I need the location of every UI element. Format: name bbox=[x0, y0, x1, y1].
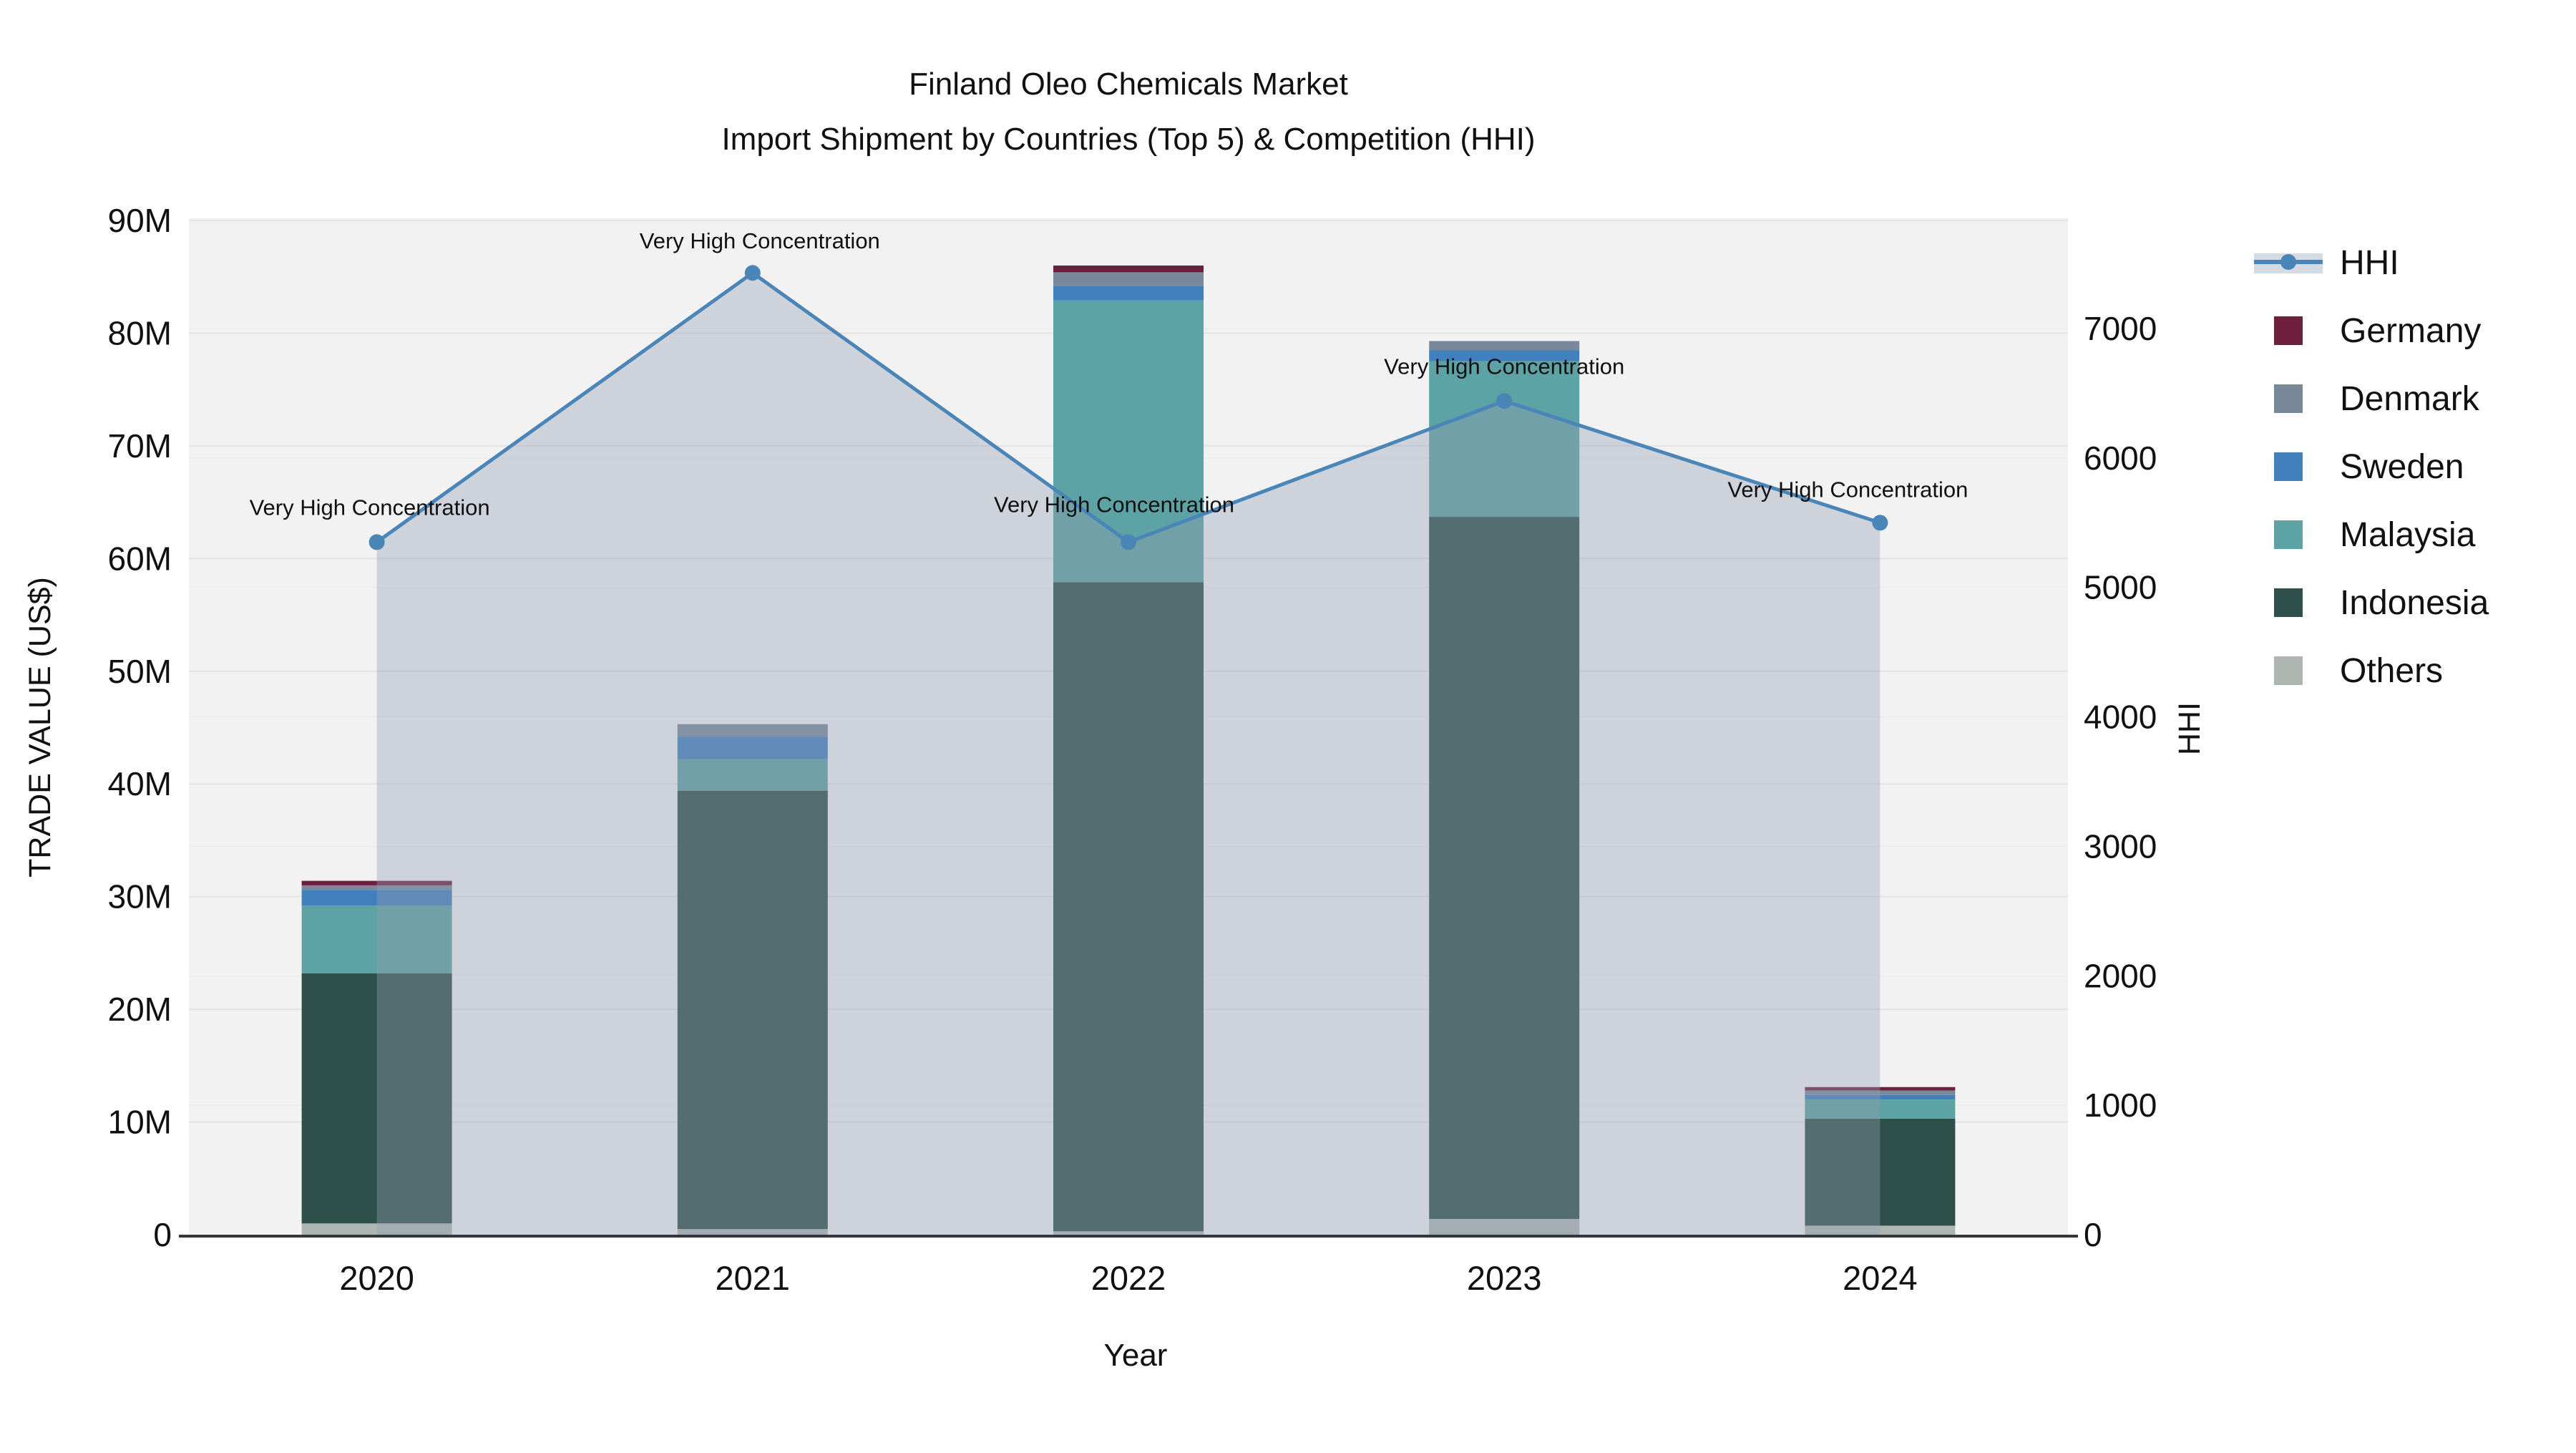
legend-item-malaysia[interactable]: Malaysia bbox=[2274, 516, 2476, 554]
legend-label-others: Others bbox=[2340, 652, 2443, 690]
legend-label-denmark: Denmark bbox=[2340, 380, 2480, 418]
y-tick-right: 6000 bbox=[2084, 439, 2157, 477]
y-tick-left: 80M bbox=[108, 314, 172, 351]
bar-segment-sweden-2021[interactable] bbox=[677, 737, 828, 759]
annotation-2024: Very High Concentration bbox=[1727, 477, 1968, 502]
bar-segment-others-2022[interactable] bbox=[1053, 1231, 1204, 1235]
bar-segment-denmark-2023[interactable] bbox=[1429, 341, 1580, 351]
bar-segment-germany-2020[interactable] bbox=[301, 880, 452, 885]
bar-segment-others-2023[interactable] bbox=[1429, 1218, 1580, 1235]
legend-swatch-others bbox=[2274, 656, 2303, 685]
annotation-2022: Very High Concentration bbox=[994, 492, 1234, 517]
y-tick-right: 0 bbox=[2084, 1216, 2102, 1253]
y-tick-right: 7000 bbox=[2084, 310, 2157, 347]
bar-segment-malaysia-2021[interactable] bbox=[677, 759, 828, 791]
hhi-marker-2020[interactable] bbox=[369, 534, 385, 550]
hhi-marker-2022[interactable] bbox=[1121, 534, 1136, 550]
bar-segment-sweden-2020[interactable] bbox=[301, 890, 452, 906]
legend-item-sweden[interactable]: Sweden bbox=[2274, 448, 2464, 486]
legend-label-sweden: Sweden bbox=[2340, 448, 2464, 486]
legend-swatch-malaysia bbox=[2274, 520, 2303, 549]
legend-label-malaysia: Malaysia bbox=[2340, 516, 2476, 554]
legend-swatch-germany bbox=[2274, 316, 2303, 345]
legend-item-denmark[interactable]: Denmark bbox=[2274, 380, 2480, 418]
legend-label-germany: Germany bbox=[2340, 312, 2481, 350]
annotation-2023: Very High Concentration bbox=[1384, 354, 1624, 379]
x-tick-2021: 2021 bbox=[716, 1259, 791, 1297]
bar-segment-indonesia-2022[interactable] bbox=[1053, 582, 1204, 1232]
bar-segment-indonesia-2020[interactable] bbox=[301, 973, 452, 1224]
y-tick-left: 50M bbox=[108, 653, 172, 690]
legend-swatch-sweden bbox=[2274, 452, 2303, 481]
bar-segment-others-2020[interactable] bbox=[301, 1223, 452, 1235]
annotation-2020: Very High Concentration bbox=[250, 495, 490, 520]
x-tick-2023: 2023 bbox=[1467, 1259, 1542, 1297]
bar-segment-germany-2024[interactable] bbox=[1805, 1087, 1956, 1091]
y-tick-left: 60M bbox=[108, 540, 172, 577]
legend-label-indonesia: Indonesia bbox=[2340, 584, 2489, 622]
y-tick-left: 90M bbox=[108, 202, 172, 239]
hhi-marker-2023[interactable] bbox=[1496, 393, 1513, 409]
y-tick-right: 4000 bbox=[2084, 699, 2157, 736]
legend-item-indonesia[interactable]: Indonesia bbox=[2274, 584, 2489, 622]
bar-segment-denmark-2022[interactable] bbox=[1053, 272, 1204, 286]
bar-segment-germany-2022[interactable] bbox=[1053, 265, 1204, 273]
bar-segment-indonesia-2024[interactable] bbox=[1805, 1118, 1956, 1226]
y-tick-left: 40M bbox=[108, 765, 172, 802]
legend-label-hhi: HHI bbox=[2340, 244, 2399, 282]
bar-segment-others-2024[interactable] bbox=[1805, 1225, 1956, 1235]
hhi-marker-2024[interactable] bbox=[1872, 515, 1888, 531]
legend-item-hhi[interactable]: HHI bbox=[2254, 244, 2399, 282]
bar-segment-sweden-2024[interactable] bbox=[1805, 1094, 1956, 1100]
y-tick-right: 1000 bbox=[2084, 1087, 2157, 1124]
y-tick-right: 3000 bbox=[2084, 827, 2157, 865]
x-tick-2020: 2020 bbox=[339, 1259, 414, 1297]
x-tick-2024: 2024 bbox=[1843, 1259, 1918, 1297]
chart-title: Finland Oleo Chemicals Market bbox=[909, 67, 1348, 102]
x-axis-title: Year bbox=[1104, 1338, 1168, 1373]
bar-segment-indonesia-2023[interactable] bbox=[1429, 517, 1580, 1219]
bar-segment-malaysia-2024[interactable] bbox=[1805, 1099, 1956, 1119]
annotation-2021: Very High Concentration bbox=[640, 228, 880, 253]
bar-segment-others-2021[interactable] bbox=[677, 1229, 828, 1235]
y-axis-title-left: TRADE VALUE (US$) bbox=[23, 577, 57, 878]
legend: HHI Germany Denmark Sweden Malaysia Indonesia… bbox=[2254, 244, 2489, 690]
bar-segment-sweden-2023[interactable] bbox=[1429, 350, 1580, 361]
y-tick-left: 0 bbox=[153, 1216, 172, 1253]
y-tick-left: 70M bbox=[108, 427, 172, 465]
hhi-area-fill bbox=[376, 273, 1880, 1235]
legend-item-germany[interactable]: Germany bbox=[2274, 312, 2481, 350]
hhi-marker-2021[interactable] bbox=[744, 265, 761, 281]
bar-segment-denmark-2021[interactable] bbox=[677, 724, 828, 737]
legend-hhi-marker-icon bbox=[2280, 254, 2296, 270]
bar-segment-sweden-2022[interactable] bbox=[1053, 286, 1204, 301]
bar-segment-denmark-2020[interactable] bbox=[301, 885, 452, 890]
y-tick-left: 20M bbox=[108, 991, 172, 1028]
bar-segment-indonesia-2021[interactable] bbox=[677, 790, 828, 1230]
y-tick-left: 30M bbox=[108, 878, 172, 915]
y-axis-title-right: HHI bbox=[2172, 702, 2207, 755]
legend-swatch-denmark bbox=[2274, 384, 2303, 413]
chart-subtitle: Import Shipment by Countries (Top 5) & C… bbox=[721, 122, 1535, 157]
bar-segment-denmark-2024[interactable] bbox=[1805, 1090, 1956, 1095]
bar-segment-malaysia-2023[interactable] bbox=[1429, 361, 1580, 517]
legend-item-others[interactable]: Others bbox=[2274, 652, 2443, 690]
y-tick-left: 10M bbox=[108, 1104, 172, 1141]
y-tick-right: 2000 bbox=[2084, 957, 2157, 994]
y-tick-right: 5000 bbox=[2084, 569, 2157, 606]
bar-segment-malaysia-2020[interactable] bbox=[301, 905, 452, 973]
x-tick-2022: 2022 bbox=[1091, 1259, 1166, 1297]
legend-swatch-indonesia bbox=[2274, 588, 2303, 617]
